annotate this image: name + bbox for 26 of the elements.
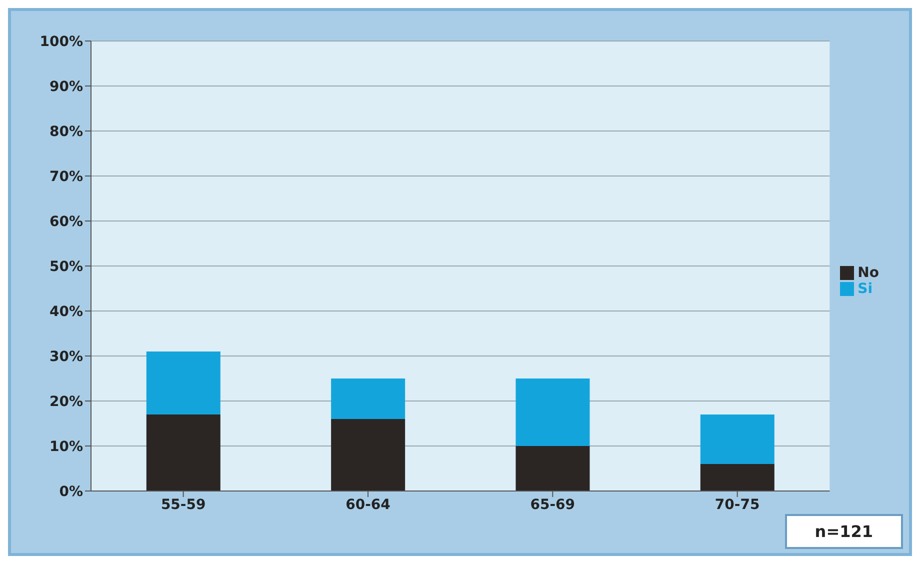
legend-label: No: [858, 265, 879, 281]
y-tick-label: 60%: [49, 214, 83, 230]
y-tick-label: 0%: [59, 484, 83, 500]
y-tick-label: 10%: [49, 438, 83, 455]
y-tick-label: 30%: [49, 348, 83, 365]
x-tick-label: 55-59: [160, 496, 206, 513]
bar: [331, 419, 406, 491]
x-tick-label: 65-69: [530, 496, 576, 513]
y-tick-label: 20%: [49, 394, 83, 410]
bar: [516, 446, 590, 491]
bar: [700, 414, 774, 464]
bar: [146, 352, 220, 414]
y-tick-label: 90%: [49, 78, 83, 95]
x-tick-label: 60-64: [346, 496, 391, 513]
y-tick-label: 40%: [49, 304, 83, 320]
y-tick-label: 100%: [40, 34, 83, 50]
y-tick-label: 70%: [49, 168, 83, 185]
bar: [331, 378, 406, 419]
bar: [146, 414, 220, 491]
bar: [516, 378, 590, 446]
x-tick-label: 70-75: [714, 496, 760, 513]
legend-label: Si: [858, 281, 873, 297]
y-tick-label: 50%: [49, 258, 83, 275]
text: n=121: [784, 514, 903, 549]
bar: [700, 464, 774, 491]
y-tick-label: 80%: [49, 124, 83, 140]
